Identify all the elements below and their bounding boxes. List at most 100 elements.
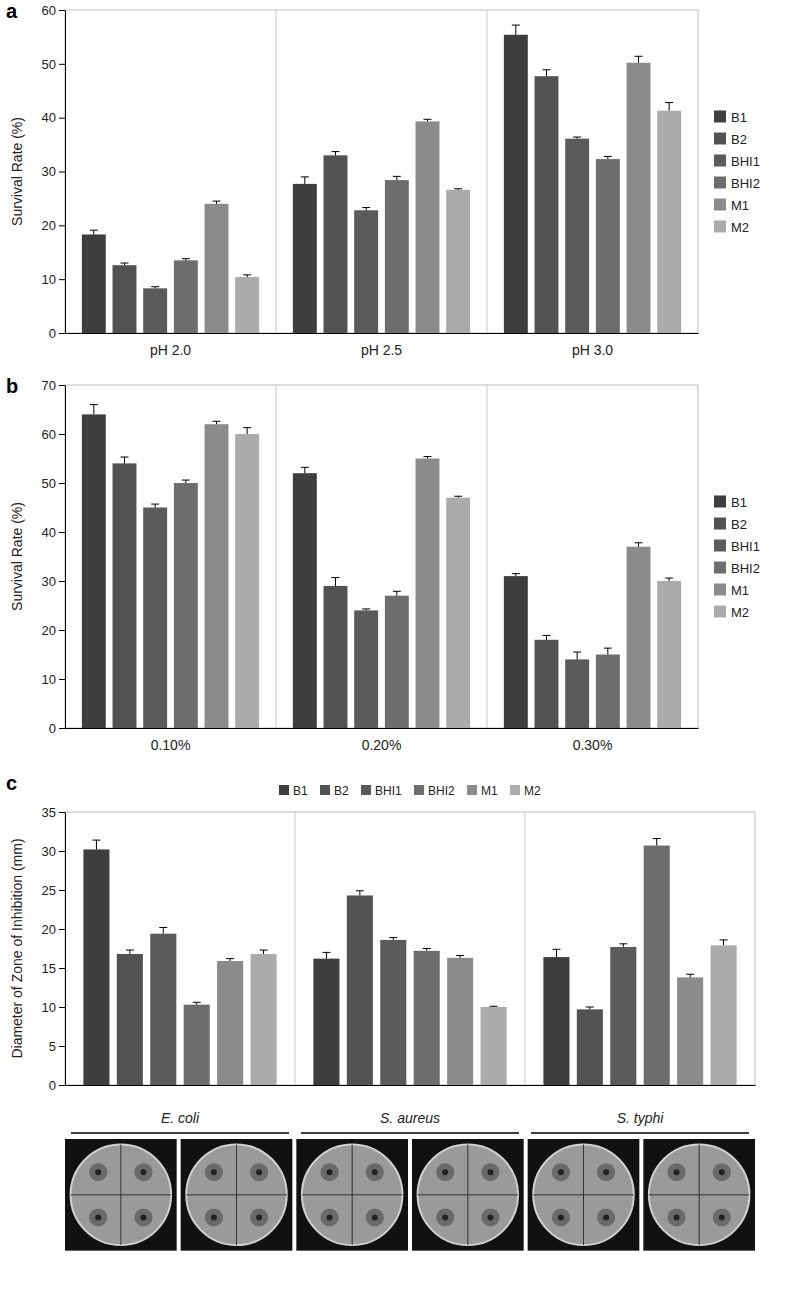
error-bar-stem [304, 467, 305, 473]
y-tick-mark [59, 279, 65, 280]
error-bar-stem [129, 950, 130, 954]
x-tick-label: S. typhi [617, 1110, 665, 1126]
axis-line [65, 813, 66, 1086]
error-bar-cap [151, 286, 159, 287]
error-bar [260, 950, 268, 954]
error-bar [322, 952, 330, 958]
plate-divider [699, 1145, 700, 1246]
error-bar-stem [359, 891, 360, 896]
y-tick-label: 0 [49, 326, 56, 341]
panel: 0102030405060pH 2.0pH 2.5pH 3.0Survival … [6, 0, 760, 358]
error-bar [573, 137, 581, 139]
legend-swatch [714, 584, 726, 596]
bar [354, 210, 378, 333]
photo-background [643, 1139, 755, 1251]
error-bar [90, 230, 98, 234]
y-axis-title: Diameter of Zone of Inhibition (mm) [9, 838, 25, 1058]
x-axis: 0.10%0.20%0.30% [66, 728, 699, 753]
error-bar-cap [182, 258, 190, 259]
legend-item: BHI1 [714, 539, 760, 554]
y-tick-label: 30 [42, 574, 56, 589]
bar [446, 498, 470, 728]
error-bar-cap [573, 652, 581, 653]
y-tick-mark [59, 333, 65, 334]
well [719, 1169, 725, 1175]
bar [385, 596, 409, 728]
group-separator [295, 812, 296, 1085]
error-bar [490, 1006, 498, 1008]
error-bar-stem [638, 56, 639, 62]
error-bar [686, 974, 694, 977]
error-bar-cap [356, 890, 364, 891]
legend-item: B1 [279, 784, 308, 798]
legend: B1B2BHI1BHI2M1M2 [279, 784, 541, 798]
error-bar-cap [573, 137, 581, 138]
legend-item: B2 [320, 784, 349, 798]
x-tick-label: pH 3.0 [572, 342, 613, 358]
bar [205, 424, 229, 728]
y-tick-label: 40 [42, 525, 56, 540]
legend-item: B1 [714, 495, 747, 510]
bar [596, 655, 620, 729]
y-tick-mark [59, 890, 65, 891]
error-bar [301, 467, 309, 473]
inhibition-zone [321, 1163, 339, 1181]
error-bar [635, 56, 643, 62]
bar [677, 977, 703, 1085]
error-bar [90, 405, 98, 415]
bar [354, 610, 378, 728]
y-tick-mark [59, 728, 65, 729]
legend-label: M2 [731, 605, 749, 620]
bar [627, 547, 651, 728]
plate-divider [352, 1145, 353, 1246]
y-tick: 10 [42, 1000, 65, 1015]
error-bar-cap [301, 467, 309, 468]
error-bar-stem [155, 504, 156, 507]
error-bar [665, 578, 673, 581]
bar [385, 180, 409, 333]
error-bar-stem [546, 635, 547, 639]
error-bar [213, 421, 221, 424]
plot-frame [65, 385, 698, 728]
group-separator [276, 10, 277, 333]
y-tick: 0 [49, 721, 65, 736]
inhibition-zone [597, 1163, 615, 1181]
error-bar-cap [512, 573, 520, 574]
bar [235, 277, 259, 333]
plate-divider [120, 1145, 121, 1246]
bar [711, 945, 737, 1085]
well [442, 1169, 448, 1175]
x-tick: S. typhi [617, 1085, 665, 1126]
axis-line [66, 728, 699, 729]
error-bar-cap [456, 955, 464, 956]
legend-label: M1 [731, 583, 749, 598]
plate [186, 1145, 287, 1246]
error-bar-cap [362, 207, 370, 208]
error-bar [512, 25, 520, 35]
photo-background [65, 1139, 177, 1251]
y-tick: 20 [42, 623, 65, 638]
y-tick-mark [59, 1085, 65, 1086]
error-bar-cap [454, 188, 462, 189]
y-tick: 10 [42, 272, 65, 287]
inhibition-zone [436, 1208, 454, 1226]
inhibition-zone [205, 1208, 223, 1226]
error-bar [573, 652, 581, 659]
error-bar-cap [604, 156, 612, 157]
y-tick: 60 [42, 427, 65, 442]
legend-item: M1 [714, 198, 749, 213]
y-tick-mark [59, 532, 65, 533]
y-tick-label: 30 [42, 844, 56, 859]
bar [610, 947, 636, 1085]
legend-item: BHI2 [714, 176, 760, 191]
y-tick-mark [59, 10, 65, 11]
inhibition-zone [205, 1163, 223, 1181]
error-bar-cap [90, 404, 98, 405]
well [95, 1214, 101, 1220]
x-tick: pH 2.5 [361, 333, 402, 358]
error-bar-stem [326, 952, 327, 958]
legend-label: M1 [481, 784, 498, 798]
bar [416, 459, 440, 729]
axis-line [65, 11, 66, 334]
legend-swatch [714, 562, 726, 574]
